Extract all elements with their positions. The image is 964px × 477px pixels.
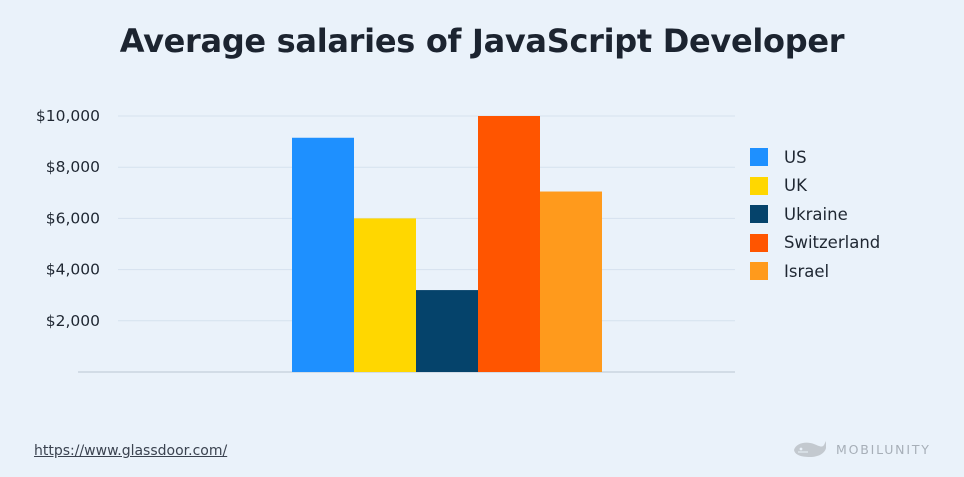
bar-uk [354,218,416,372]
legend-item-ukraine: Ukraine [750,200,880,229]
chart-title: Average salaries of JavaScript Developer [119,22,845,60]
legend-swatch [750,262,768,281]
whale-icon [794,441,826,457]
y-tick-label: $6,000 [46,209,100,227]
legend-label: Ukraine [784,204,848,224]
chart-legend: US UK Ukraine Switzerland Israel [750,143,880,286]
legend-label: Israel [784,261,830,281]
legend-item-switzerland: Switzerland [750,229,880,258]
legend-item-uk: UK [750,172,880,201]
bar-ukraine [416,290,478,372]
bar-us [292,137,354,372]
y-tick-label: $8,000 [46,158,100,176]
legend-swatch [750,205,768,224]
brand-name: MOBILUNITY [836,441,931,457]
legend-label: US [784,147,807,167]
legend-item-israel: Israel [750,257,880,286]
bar-israel [540,191,602,372]
legend-item-us: US [750,143,880,172]
legend-swatch [750,176,768,195]
bar-switzerland [478,116,540,372]
brand-logo: MOBILUNITY [792,438,931,460]
source-link[interactable]: https://www.glassdoor.com/ [34,443,228,459]
legend-swatch [750,148,768,167]
y-tick-label: $10,000 [36,107,100,125]
legend-label: UK [784,176,807,196]
y-tick-label: $2,000 [46,312,100,330]
y-tick-label: $4,000 [46,261,100,279]
legend-swatch [750,233,768,252]
legend-label: Switzerland [784,233,881,253]
